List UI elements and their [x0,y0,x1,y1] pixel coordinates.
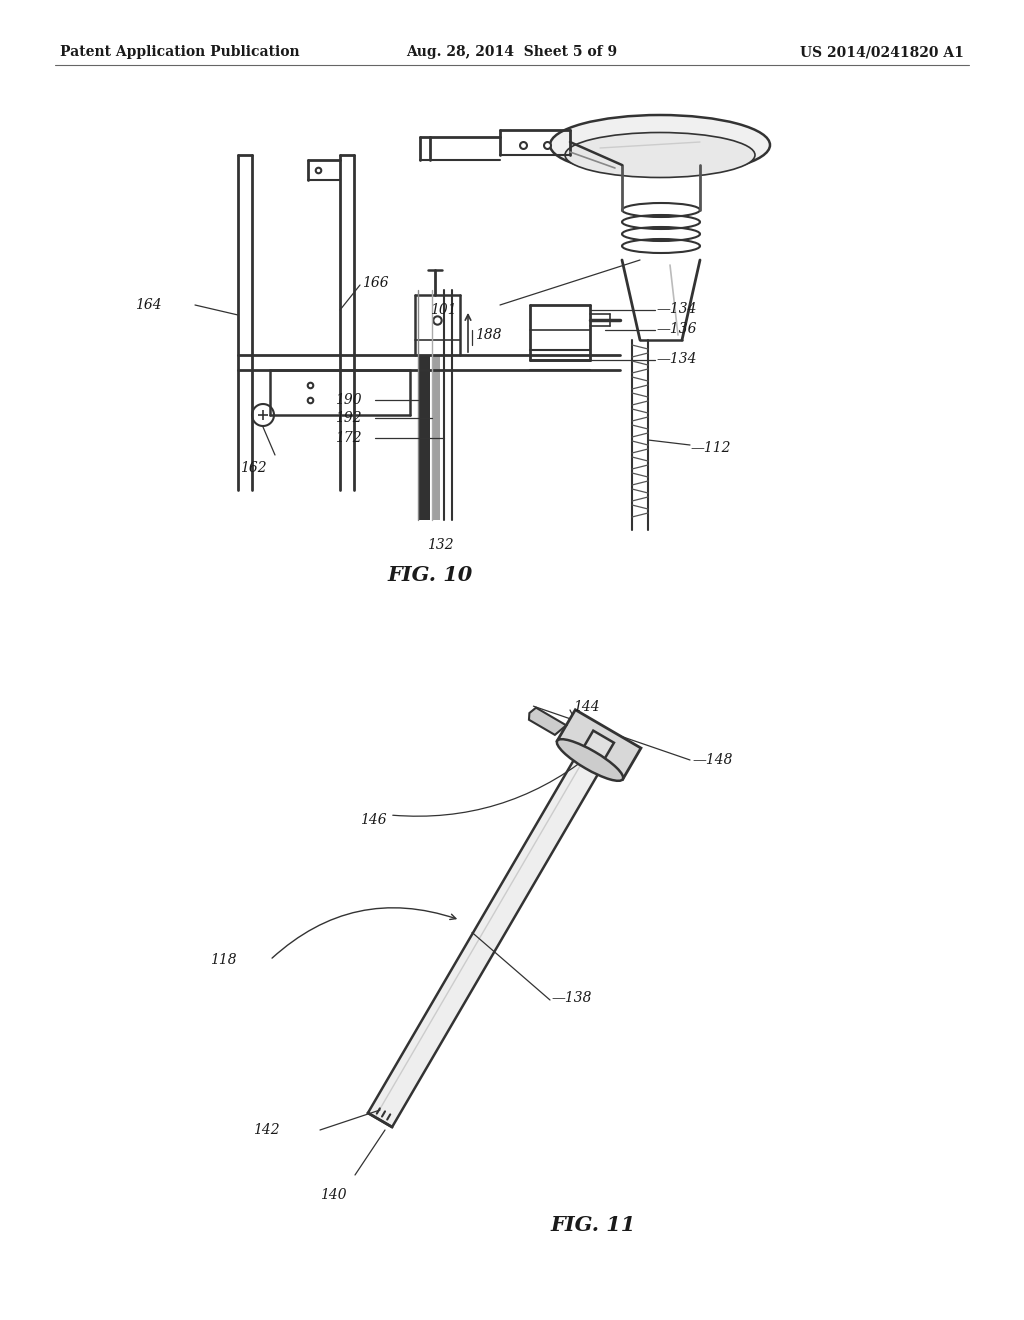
Text: 172: 172 [335,432,361,445]
Text: 192: 192 [335,411,361,425]
Text: FIG. 11: FIG. 11 [550,1214,635,1236]
Text: —136: —136 [656,322,696,337]
Text: Patent Application Publication: Patent Application Publication [60,45,300,59]
Text: FIG. 10: FIG. 10 [387,565,473,585]
Polygon shape [529,708,566,735]
Text: 162: 162 [240,461,266,475]
Text: 166: 166 [362,276,389,290]
Text: —148: —148 [692,752,732,767]
Text: 118: 118 [210,953,237,968]
Polygon shape [580,731,614,766]
Text: —134: —134 [656,352,696,366]
Text: 101: 101 [430,304,457,317]
Ellipse shape [557,739,624,781]
Text: 140: 140 [319,1188,347,1203]
Text: Aug. 28, 2014  Sheet 5 of 9: Aug. 28, 2014 Sheet 5 of 9 [407,45,617,59]
Text: 190: 190 [335,393,361,407]
Ellipse shape [565,132,755,177]
Text: 164: 164 [135,298,162,312]
Text: US 2014/0241820 A1: US 2014/0241820 A1 [800,45,964,59]
Text: —134: —134 [656,302,696,315]
Text: —112: —112 [690,441,730,455]
Text: 188: 188 [475,327,502,342]
Ellipse shape [550,115,770,176]
Text: —138: —138 [551,991,592,1005]
Polygon shape [368,752,602,1127]
Text: 142: 142 [253,1123,280,1137]
Text: 144: 144 [573,700,600,714]
Polygon shape [557,710,641,779]
Text: 132: 132 [427,539,454,552]
Text: 146: 146 [360,813,387,828]
